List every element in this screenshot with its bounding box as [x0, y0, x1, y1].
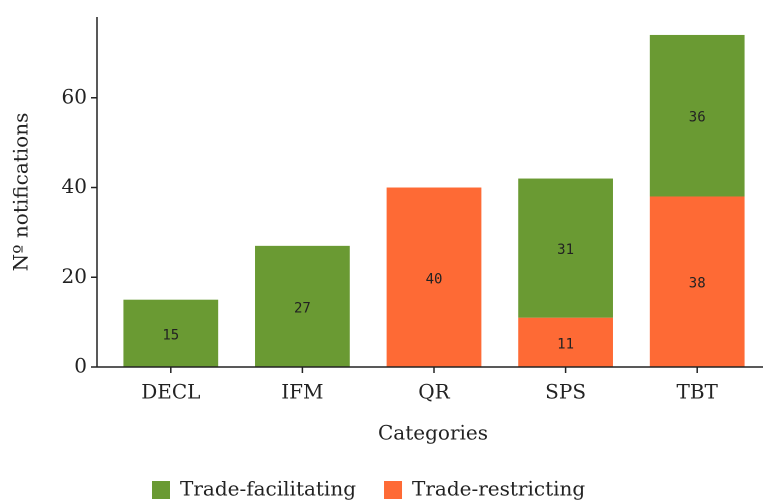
bar-segment — [386, 187, 482, 367]
y-tick-label: 20 — [62, 264, 87, 288]
bar-segment — [123, 299, 219, 367]
y-tick-label: 60 — [62, 84, 87, 108]
legend-swatch — [152, 481, 170, 499]
bar-segment — [649, 196, 745, 367]
y-tick-label: 0 — [74, 354, 87, 378]
legend-label: Trade-restricting — [412, 477, 585, 501]
data-label: 36 — [689, 110, 706, 126]
x-tick-label: QR — [418, 380, 450, 404]
data-label: 11 — [557, 336, 574, 352]
legend-swatch — [384, 481, 403, 499]
data-label: 15 — [162, 327, 179, 343]
data-label: 27 — [294, 300, 311, 316]
x-tick-label: TBT — [677, 380, 719, 404]
bar-segment — [518, 178, 613, 318]
y-tick-label: 40 — [62, 174, 87, 198]
data-label: 38 — [689, 276, 706, 292]
bar-segment — [255, 245, 350, 367]
x-axis-label: Categories — [378, 421, 488, 445]
y-axis-label: Nº notifications — [9, 113, 33, 272]
data-label: 40 — [426, 271, 443, 287]
legend-label: Trade-facilitating — [180, 477, 356, 501]
x-tick-label: IFM — [281, 380, 323, 404]
bar-segment — [649, 34, 745, 197]
x-tick-label: SPS — [545, 380, 586, 404]
data-label: 31 — [557, 242, 574, 258]
x-tick-label: DECL — [141, 380, 200, 404]
bar-segment — [518, 317, 613, 367]
